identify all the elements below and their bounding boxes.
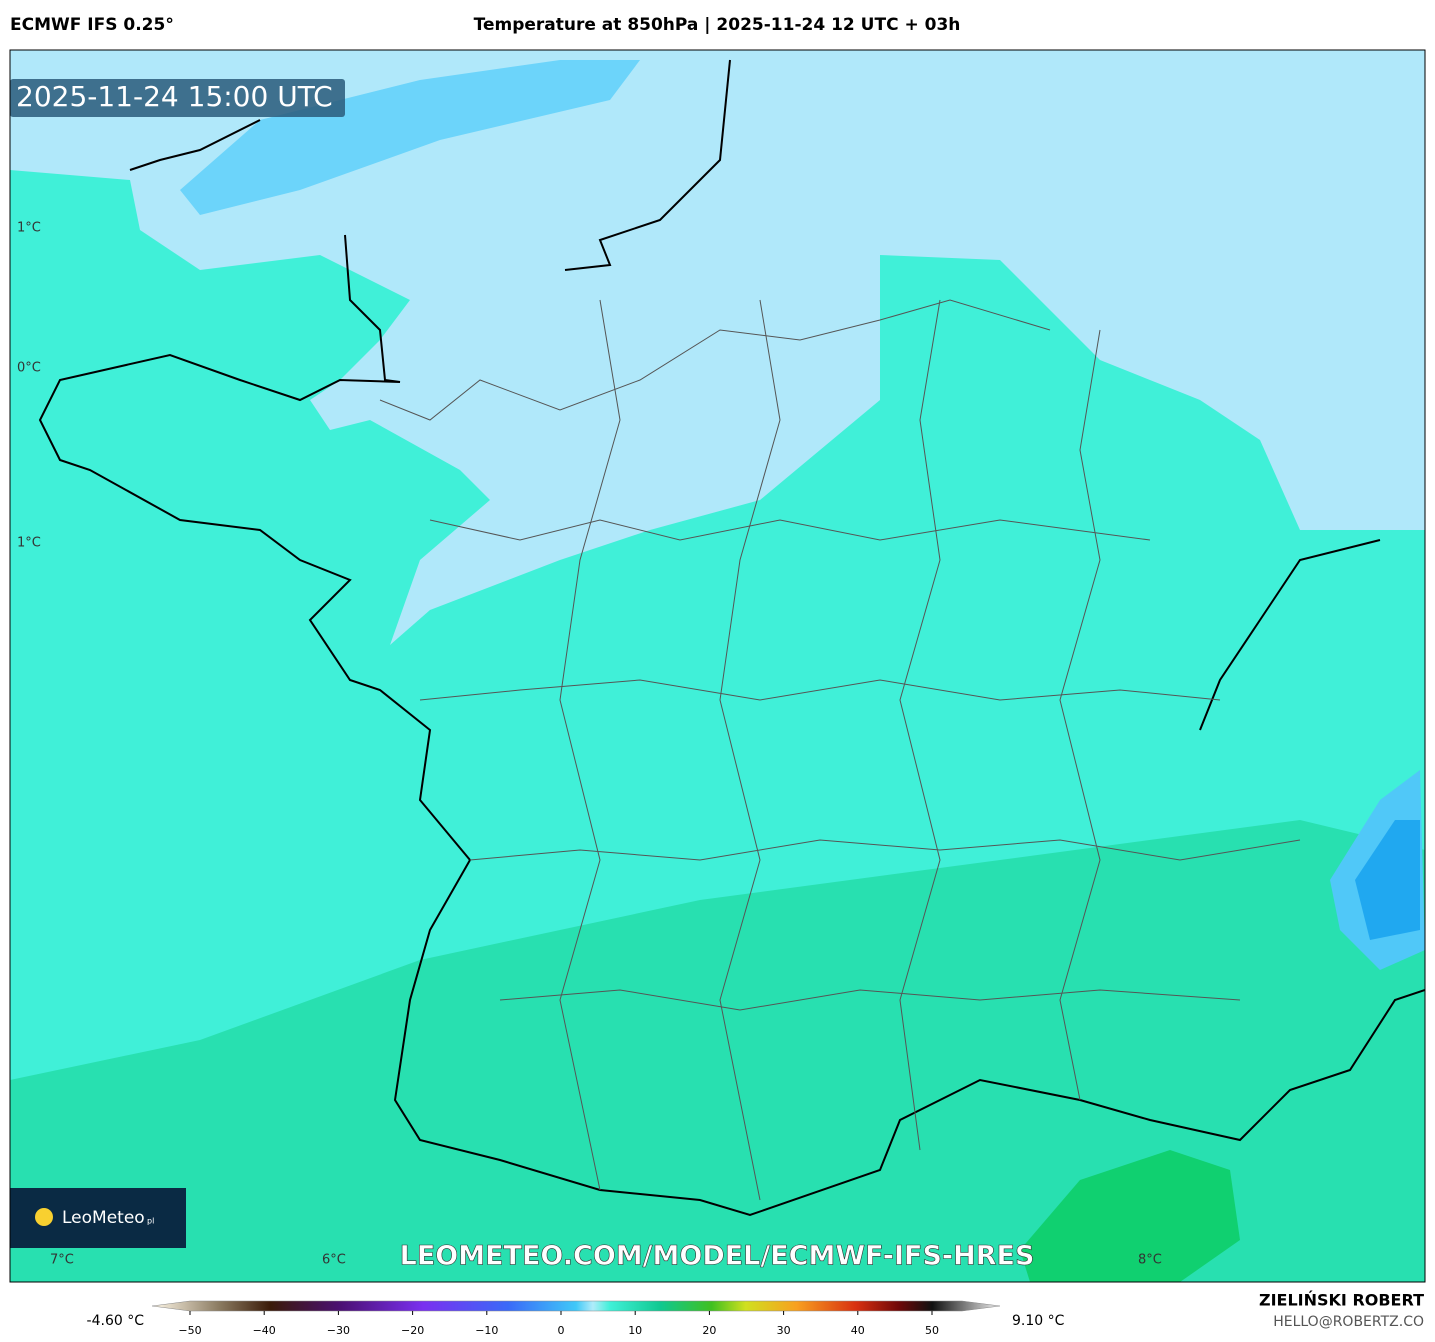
warm-patch	[1020, 1150, 1240, 1282]
colorbar-tick-label: −30	[327, 1324, 350, 1337]
cold-region	[10, 50, 1425, 645]
contour-label: 0°C	[17, 361, 41, 376]
map-title: Temperature at 850hPa | 2025-11-24 12 UT…	[474, 15, 961, 35]
contour-label: 7°C	[50, 1253, 74, 1268]
colorbar-tick-label: −40	[253, 1324, 276, 1337]
colorbar-min: -4.60 °C	[87, 1313, 145, 1329]
logo-sun	[35, 1208, 53, 1226]
colorbar-tick-label: 50	[925, 1324, 939, 1337]
contour-label: 1°C	[17, 221, 41, 236]
warm-region	[10, 820, 1425, 1282]
timestamp-box	[10, 79, 345, 117]
contour-label: 6°C	[322, 1253, 346, 1268]
coastline	[38, 59, 1425, 1217]
map-frame	[9, 49, 1426, 1283]
contour-label: 1°C	[17, 536, 41, 551]
logo: LeoMeteo	[62, 1208, 145, 1228]
timestamp: 2025-11-24 15:00 UTC	[16, 80, 333, 113]
contour-label: 8°C	[1138, 1253, 1162, 1268]
colorbar-tick-label: −50	[178, 1324, 201, 1337]
colorbar-tick-label: −10	[475, 1324, 498, 1337]
colorbar-tick-label: 30	[777, 1324, 791, 1337]
map-area: 2025-11-24 15:00 UTC LeoMeteo pl LEOMETE…	[10, 50, 1425, 1282]
colorbar-tick-label: 40	[851, 1324, 865, 1337]
colorbar-tick-label: −20	[401, 1324, 424, 1337]
colorbar-max: 9.10 °C	[1012, 1313, 1065, 1329]
colorbar-tick-label: 20	[702, 1324, 716, 1337]
colorbar-tick-label: 10	[628, 1324, 642, 1337]
colorbar	[151, 1300, 1001, 1312]
cold-cell-core	[1355, 820, 1420, 940]
author: ZIELIŃSKI ROBERT	[1259, 1291, 1424, 1310]
logo-suffix: pl	[147, 1217, 154, 1226]
colorbar-tick-label: 0	[558, 1324, 565, 1337]
cold-patch	[180, 60, 640, 215]
watermark: LEOMETEO.COM/MODEL/ECMWF-IFS-HRES	[400, 1241, 1035, 1272]
borders	[379, 299, 1301, 1201]
contact: HELLO@ROBERTZ.CO	[1273, 1314, 1424, 1330]
model-name: ECMWF IFS 0.25°	[10, 15, 174, 35]
